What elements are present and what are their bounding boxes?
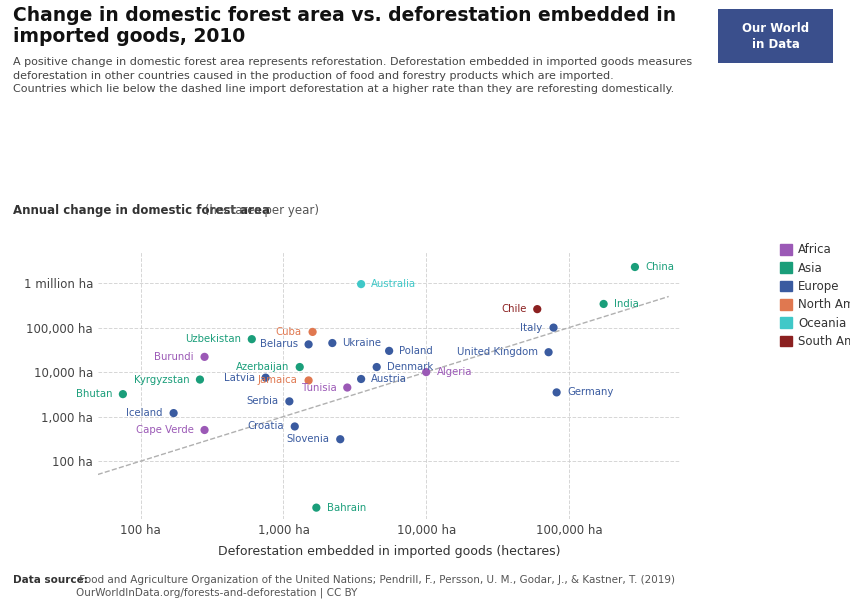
Text: Latvia: Latvia — [224, 373, 255, 383]
Text: Change in domestic forest area vs. deforestation embedded in: Change in domestic forest area vs. defor… — [13, 6, 676, 25]
Point — [302, 376, 315, 385]
Text: Bhutan: Bhutan — [76, 389, 112, 399]
Text: Italy: Italy — [520, 323, 542, 332]
Text: Austria: Austria — [371, 374, 407, 384]
Point — [597, 299, 610, 309]
Text: China: China — [645, 262, 674, 272]
Text: Jamaica: Jamaica — [258, 376, 298, 385]
Point — [309, 503, 323, 512]
Text: Germany: Germany — [567, 388, 613, 397]
Point — [306, 327, 320, 337]
Point — [341, 383, 354, 392]
Text: Iceland: Iceland — [127, 408, 163, 418]
Text: Cape Verde: Cape Verde — [136, 425, 194, 435]
Point — [258, 373, 272, 382]
Text: Australia: Australia — [371, 279, 416, 289]
Point — [382, 346, 396, 356]
Point — [245, 334, 258, 344]
Text: (hectares per year): (hectares per year) — [201, 204, 320, 217]
Point — [167, 408, 180, 418]
Text: India: India — [614, 299, 638, 309]
Point — [628, 262, 642, 272]
X-axis label: Deforestation embedded in imported goods (hectares): Deforestation embedded in imported goods… — [218, 545, 560, 558]
Text: Azerbaijan: Azerbaijan — [235, 362, 289, 372]
Text: Slovenia: Slovenia — [286, 434, 330, 444]
Point — [282, 397, 296, 406]
Text: Data source:: Data source: — [13, 575, 88, 585]
Text: Algeria: Algeria — [436, 367, 472, 377]
Text: Poland: Poland — [400, 346, 434, 356]
Point — [419, 367, 433, 377]
Text: Annual change in domestic forest area: Annual change in domestic forest area — [13, 204, 269, 217]
Text: Kyrgyzstan: Kyrgyzstan — [133, 374, 190, 385]
Text: imported goods, 2010: imported goods, 2010 — [13, 27, 245, 46]
Text: A positive change in domestic forest area represents reforestation. Deforestatio: A positive change in domestic forest are… — [13, 57, 692, 94]
Text: Cuba: Cuba — [275, 327, 302, 337]
Text: United Kingdom: United Kingdom — [456, 347, 538, 357]
Point — [302, 340, 315, 349]
Point — [354, 279, 368, 289]
Text: Croatia: Croatia — [247, 421, 284, 431]
Point — [198, 425, 212, 435]
Text: Burundi: Burundi — [154, 352, 194, 362]
Text: Denmark: Denmark — [387, 362, 434, 372]
Point — [116, 389, 130, 399]
Point — [370, 362, 383, 372]
Text: Ukraine: Ukraine — [343, 338, 382, 348]
Point — [530, 304, 544, 314]
Text: Tunisia: Tunisia — [302, 383, 337, 392]
Text: Food and Agriculture Organization of the United Nations; Pendrill, F., Persson, : Food and Agriculture Organization of the… — [76, 575, 675, 598]
Text: Serbia: Serbia — [246, 397, 279, 406]
Point — [547, 323, 560, 332]
Text: Belarus: Belarus — [259, 340, 298, 349]
Point — [354, 374, 368, 384]
Point — [333, 434, 347, 444]
Point — [288, 422, 302, 431]
Point — [326, 338, 339, 348]
Text: Chile: Chile — [502, 304, 526, 314]
Legend: Africa, Asia, Europe, North America, Oceania, South America: Africa, Asia, Europe, North America, Oce… — [776, 239, 850, 353]
Text: Uzbekistan: Uzbekistan — [185, 334, 241, 344]
Point — [198, 352, 212, 362]
Text: Bahrain: Bahrain — [326, 503, 366, 512]
Point — [293, 362, 307, 372]
Text: Our World
in Data: Our World in Data — [742, 22, 809, 50]
Point — [550, 388, 564, 397]
Point — [541, 347, 555, 357]
Point — [193, 375, 207, 385]
